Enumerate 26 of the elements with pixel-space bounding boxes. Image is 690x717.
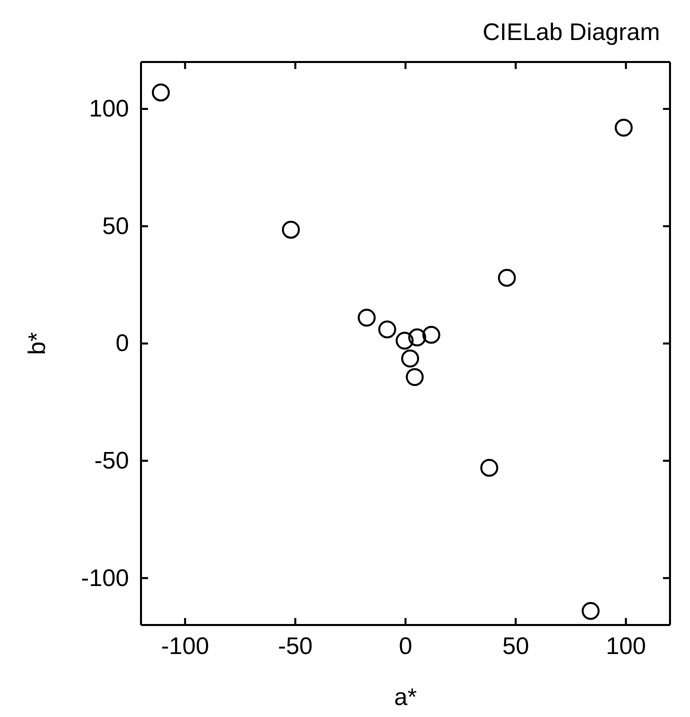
point	[582, 602, 600, 620]
y-tick-label: -50	[94, 447, 129, 474]
point	[358, 308, 376, 327]
point	[498, 268, 516, 287]
point	[614, 118, 633, 137]
point	[406, 368, 424, 386]
y-tick-label: 0	[116, 330, 129, 358]
x-axis-title: a*	[394, 684, 417, 711]
point	[408, 328, 426, 346]
point	[422, 326, 440, 344]
point	[480, 458, 498, 477]
point	[396, 332, 414, 350]
y-axis-title: b*	[24, 332, 51, 355]
point	[152, 84, 170, 102]
x-tick-label: -50	[278, 633, 313, 660]
y-tick-label: -100	[80, 564, 129, 592]
y-tick-label: 100	[88, 96, 129, 123]
x-tick-label: 100	[606, 633, 646, 660]
x-tick-label: 50	[502, 633, 530, 660]
chart-title: CIELab Diagram	[482, 19, 660, 46]
y-tick-label: 50	[102, 212, 129, 240]
point	[401, 350, 420, 368]
x-tick-label: -100	[161, 633, 210, 660]
point	[282, 220, 300, 239]
point	[378, 320, 396, 338]
x-tick-label: 0	[398, 633, 412, 660]
